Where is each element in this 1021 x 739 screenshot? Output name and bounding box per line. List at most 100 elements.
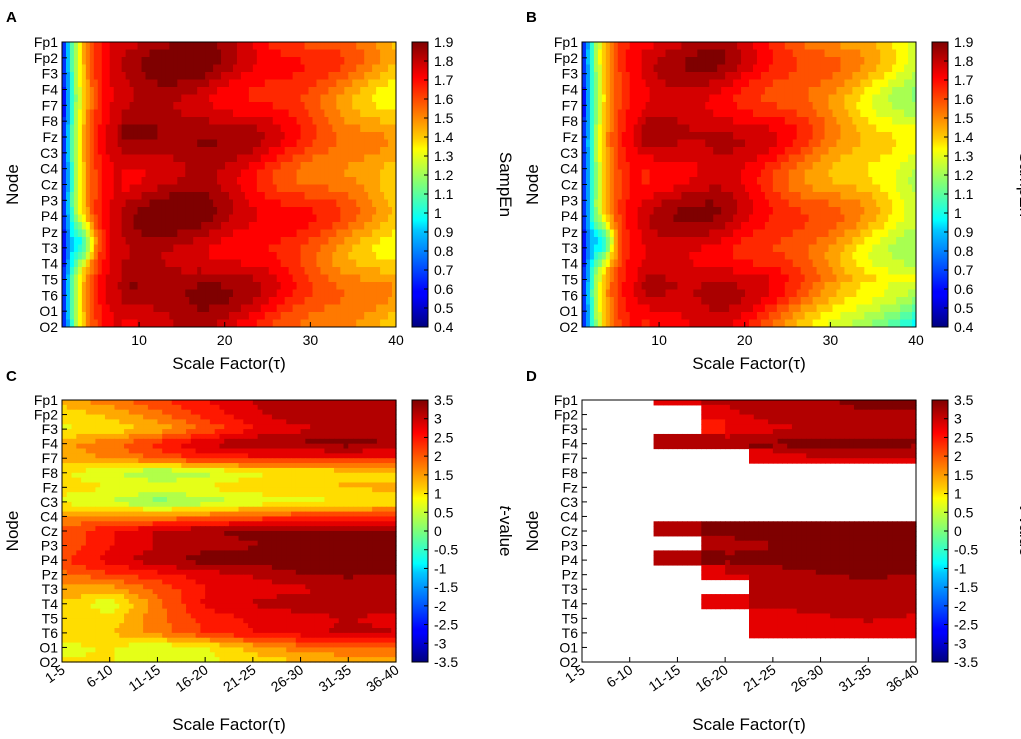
heatmap-cell — [296, 177, 302, 186]
heatmap-cell — [848, 57, 853, 66]
heatmap-cell — [864, 109, 869, 118]
heatmap-cell — [65, 259, 71, 268]
heatmap-cell — [213, 282, 218, 291]
heatmap-cell — [201, 154, 206, 163]
heatmap-cell — [189, 289, 194, 298]
heatmap-cell — [585, 169, 591, 178]
heatmap-cell — [304, 117, 310, 126]
heatmap-cell — [229, 267, 234, 276]
heatmap-cell — [73, 319, 79, 327]
heatmap-cell — [121, 117, 127, 126]
heatmap-cell — [232, 267, 238, 276]
heatmap-cell — [605, 132, 611, 141]
heatmap-cell — [384, 94, 389, 103]
heatmap-cell — [828, 109, 834, 118]
heatmap-cell — [121, 244, 127, 253]
heatmap-cell — [272, 169, 278, 178]
heatmap-cell — [629, 124, 635, 133]
heatmap-cell — [780, 184, 786, 193]
heatmap-cell — [177, 169, 182, 178]
heatmap-cell — [240, 132, 246, 141]
heatmap-cell — [324, 169, 330, 178]
heatmap-cell — [73, 282, 79, 291]
heatmap-cell — [756, 169, 762, 178]
heatmap-cell — [189, 252, 194, 261]
heatmap-cell — [697, 162, 702, 171]
heatmap-cell — [101, 64, 107, 73]
heatmap-cell — [280, 64, 286, 73]
heatmap-cell — [388, 192, 393, 201]
heatmap-cell — [876, 79, 881, 88]
heatmap-cell — [900, 169, 905, 178]
heatmap-cell — [284, 154, 290, 163]
heatmap-cell — [272, 289, 278, 298]
heatmap-cell — [665, 124, 671, 133]
heatmap-cell — [328, 222, 333, 231]
heatmap-cell — [582, 87, 587, 96]
heatmap-cell — [884, 147, 889, 156]
heatmap-cell — [832, 154, 838, 163]
heatmap-cell — [264, 297, 270, 306]
heatmap-cell — [836, 184, 842, 193]
heatmap-cell — [69, 139, 75, 148]
heatmap-cell — [280, 177, 286, 186]
heatmap-cell — [117, 267, 123, 276]
heatmap-cell — [824, 154, 830, 163]
heatmap-cell — [352, 229, 357, 238]
heatmap-cell — [772, 64, 778, 73]
heatmap-cell — [157, 177, 163, 186]
heatmap-cell — [737, 169, 742, 178]
heatmap-cell — [236, 199, 242, 208]
heatmap-cell — [244, 109, 250, 118]
heatmap-cell — [149, 169, 155, 178]
heatmap-cell — [149, 289, 155, 298]
heatmap-cell — [764, 94, 770, 103]
heatmap-cell — [149, 312, 155, 321]
heatmap-cell — [300, 229, 306, 238]
heatmap-cell — [296, 252, 302, 261]
heatmap-cell — [637, 64, 643, 73]
heatmap-cell — [876, 102, 881, 111]
heatmap-cell — [209, 139, 214, 148]
heatmap-cell — [197, 124, 202, 133]
heatmap-cell — [157, 117, 163, 126]
heatmap-cell — [161, 154, 166, 163]
heatmap-cell — [681, 79, 686, 88]
heatmap-cell — [641, 169, 647, 178]
heatmap-cell — [880, 94, 885, 103]
heatmap-cell — [153, 124, 159, 133]
heatmap-cell — [137, 177, 143, 186]
heatmap-cell — [768, 57, 774, 66]
heatmap-cell — [117, 132, 123, 141]
colorbar-tick-label: 0.8 — [434, 243, 454, 259]
heatmap-cell — [705, 72, 710, 81]
heatmap-cell — [629, 147, 635, 156]
heatmap-cell — [217, 267, 222, 276]
heatmap-cell — [784, 49, 790, 58]
heatmap-cell — [177, 199, 182, 208]
heatmap-cell — [864, 169, 869, 178]
heatmap-cell — [657, 147, 663, 156]
heatmap-cell — [236, 64, 242, 73]
heatmap-cell — [177, 117, 182, 126]
heatmap-cell — [872, 177, 877, 186]
heatmap-cell — [609, 49, 615, 58]
heatmap-cell — [376, 274, 381, 283]
heatmap-cell — [232, 304, 238, 313]
heatmap-cell — [388, 177, 393, 186]
heatmap-cell — [605, 102, 611, 111]
heatmap-cell — [81, 124, 87, 133]
heatmap-cell — [372, 117, 377, 126]
heatmap-cell — [161, 304, 166, 313]
heatmap-cell — [284, 244, 290, 253]
y-tick-label: C3 — [40, 145, 58, 161]
heatmap-cell — [288, 319, 294, 327]
heatmap-cell — [368, 274, 373, 283]
heatmap-cell — [201, 207, 206, 216]
heatmap-cell — [141, 214, 147, 223]
heatmap-cell — [300, 42, 306, 51]
heatmap-cell — [157, 199, 163, 208]
heatmap-cell — [352, 42, 357, 51]
heatmap-cell — [356, 297, 361, 306]
heatmap-cell — [272, 87, 278, 96]
